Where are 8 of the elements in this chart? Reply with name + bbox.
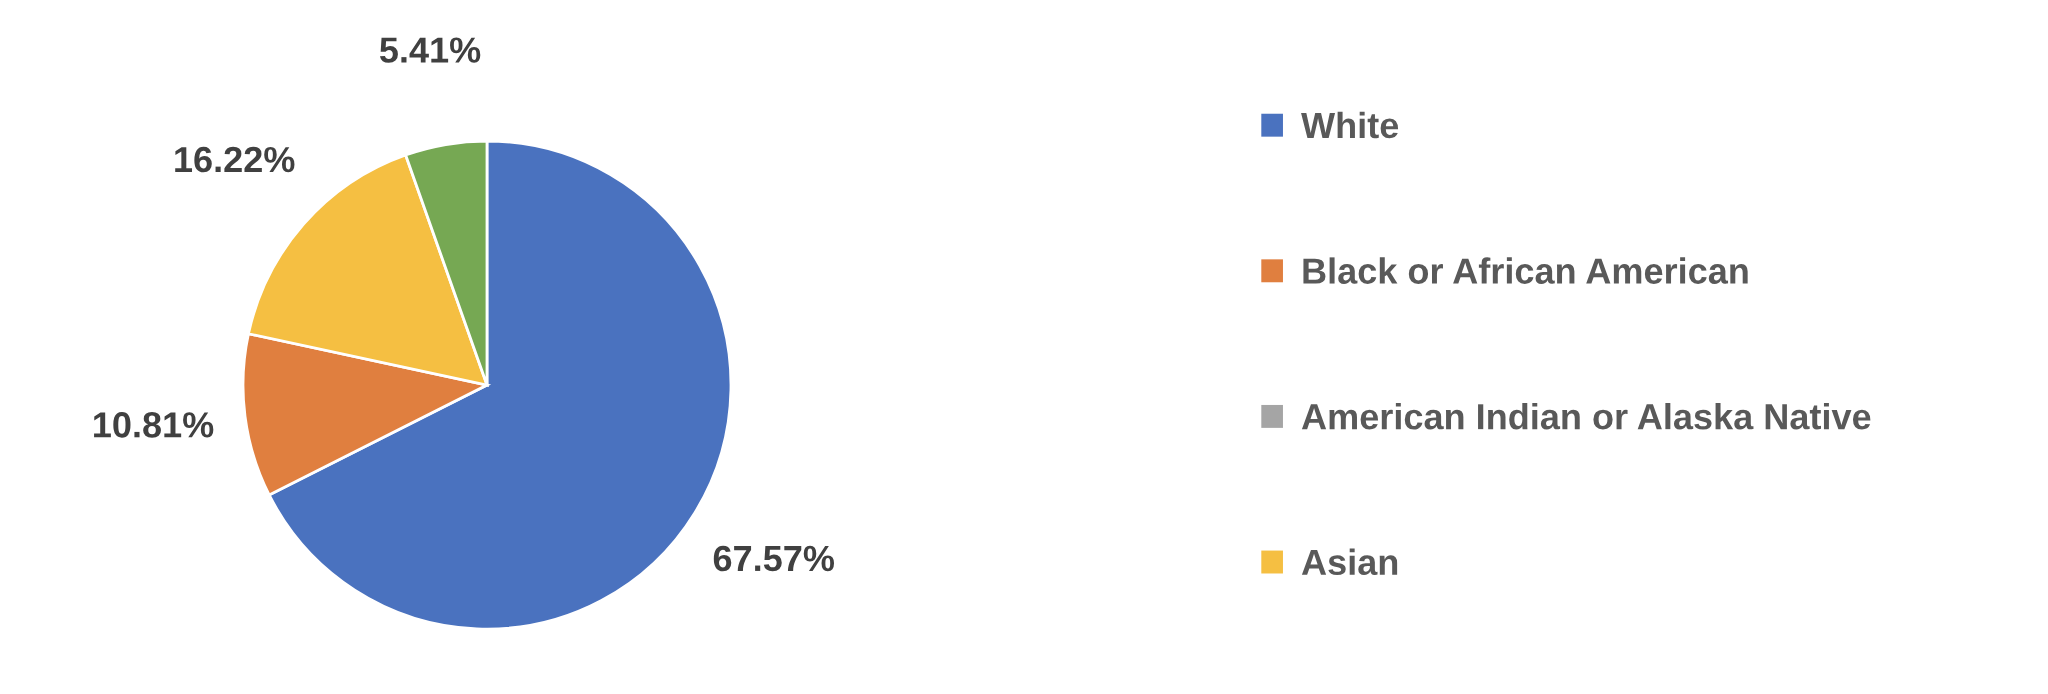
legend-label: Black or African American [1303, 257, 1748, 284]
data-label: 67.57% [713, 545, 835, 572]
legend-label: Asian [1301, 548, 1398, 576]
data-label: 10.81% [94, 412, 214, 438]
data-label: 5.41% [379, 37, 481, 63]
data-label: 16.22% [175, 146, 295, 173]
legend-label: American Indian or Alaska Native [1301, 402, 1871, 430]
legend-label: White [1301, 111, 1399, 139]
